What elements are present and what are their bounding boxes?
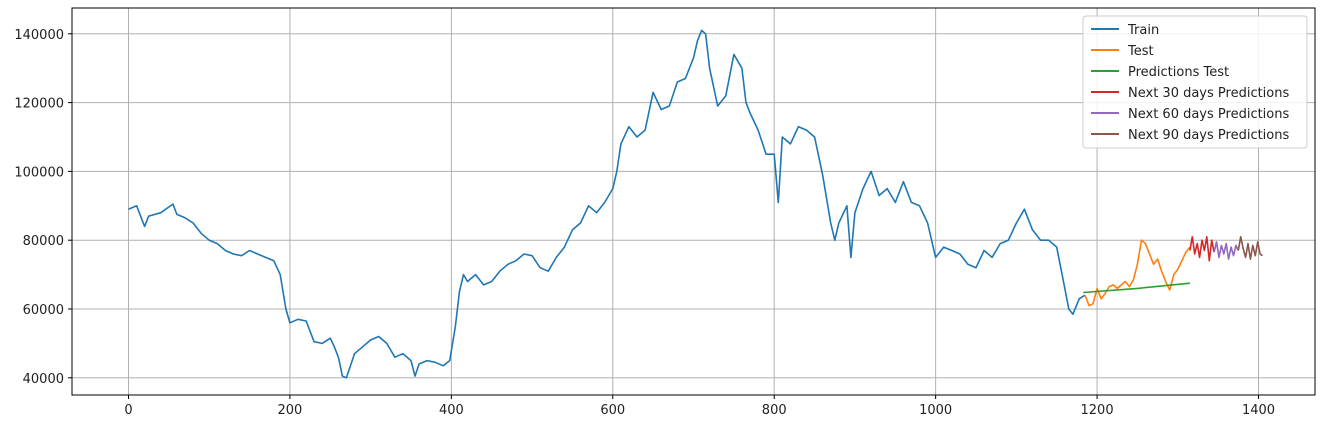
series-line-3 xyxy=(1083,282,1190,294)
series-line-2 xyxy=(1084,239,1191,307)
series-line-1 xyxy=(128,29,1086,379)
legend-label: Train xyxy=(1127,23,1159,38)
x-tick-label: 0 xyxy=(124,403,132,418)
x-tick-label: 400 xyxy=(439,403,464,418)
legend-label: Predictions Test xyxy=(1128,65,1229,80)
x-tick-label: 1400 xyxy=(1242,403,1275,418)
x-tick-label: 800 xyxy=(762,403,787,418)
series-line-6 xyxy=(1237,236,1263,260)
y-tick-label: 120000 xyxy=(14,97,64,112)
x-tick-label: 1000 xyxy=(919,403,952,418)
x-tick-label: 1200 xyxy=(1081,403,1114,418)
legend-label: Test xyxy=(1127,44,1154,59)
legend-label: Next 30 days Predictions xyxy=(1128,86,1289,101)
legend-label: Next 90 days Predictions xyxy=(1128,128,1289,143)
plot-frame xyxy=(71,7,1316,396)
x-tick-label: 200 xyxy=(278,403,303,418)
series-line-4 xyxy=(1189,236,1215,262)
legend-label: Next 60 days Predictions xyxy=(1128,107,1289,122)
x-axis: 0 200 400 600 800 1000 1200 1400 xyxy=(124,395,1275,418)
series-lines xyxy=(128,29,1263,379)
legend: Train Test Predictions Test Next 30 days Pr… xyxy=(1082,15,1308,149)
x-tick-label: 600 xyxy=(600,403,625,418)
y-axis: 40000 60000 80000 100000 120000 140000 xyxy=(14,28,72,387)
y-tick-label: 140000 xyxy=(14,28,64,43)
y-tick-label: 80000 xyxy=(23,234,64,249)
legend-box xyxy=(1082,15,1308,149)
series-line-5 xyxy=(1213,241,1240,260)
y-tick-label: 40000 xyxy=(23,372,64,387)
y-tick-label: 100000 xyxy=(14,165,64,180)
y-tick-label: 60000 xyxy=(23,303,64,318)
